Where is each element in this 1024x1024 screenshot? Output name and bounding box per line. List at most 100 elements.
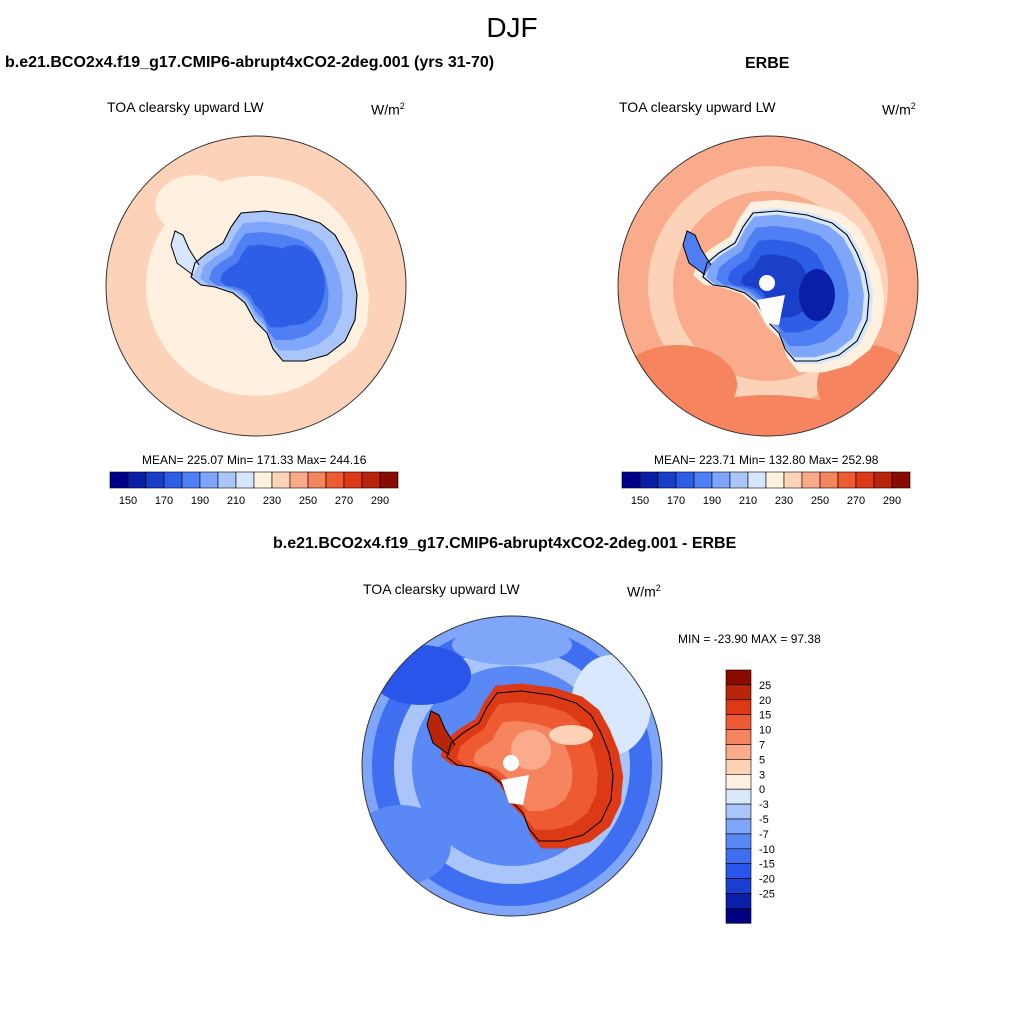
- panel-2-stats: MEAN= 223.71 Min= 132.80 Max= 252.98: [654, 453, 879, 467]
- cb1-box: [325, 471, 345, 489]
- cb3-box: [725, 908, 752, 924]
- cb2-box: [819, 471, 839, 489]
- panel-3-variable: TOA clearsky upward LW: [363, 581, 520, 597]
- cb3-tick-label: 15: [759, 710, 771, 722]
- cb3-box: [725, 684, 752, 701]
- cb1-box: [361, 471, 381, 489]
- cb1-tick-label: 290: [371, 495, 389, 507]
- cb3-box: [725, 818, 752, 835]
- cb1-box: [181, 471, 201, 489]
- cb3-tick-label: 25: [759, 680, 771, 692]
- panel-3-units: W/m2: [627, 583, 661, 600]
- cb1-box: [235, 471, 255, 489]
- cb3-tick-label: 3: [759, 769, 765, 781]
- missing-data-pole: [759, 275, 775, 291]
- cb2-tick-label: 290: [883, 495, 901, 507]
- panel-1-variable: TOA clearsky upward LW: [107, 99, 264, 115]
- panel-1-polar-map: [105, 135, 407, 437]
- ocean-anomaly: [155, 175, 235, 235]
- cb2-box: [729, 471, 749, 489]
- interior-band: [265, 245, 325, 325]
- cb2-tick-label: 230: [775, 495, 793, 507]
- cb3-box: [725, 788, 752, 805]
- cb1-tick-label: 210: [227, 495, 245, 507]
- cb3-tick-label: -25: [759, 889, 775, 901]
- cb3-tick-label: 7: [759, 740, 765, 752]
- cb2-box: [711, 471, 731, 489]
- cb3-tick-label: -15: [759, 859, 775, 871]
- cb2-box: [639, 471, 659, 489]
- cb2-box: [855, 471, 875, 489]
- map-boundary: [105, 135, 407, 437]
- panel-2-polar-map: [617, 135, 919, 437]
- interior-band: [799, 269, 835, 321]
- cb3-tick-label: 20: [759, 695, 771, 707]
- cb2-tick-label: 250: [811, 495, 829, 507]
- cb1-box: [127, 471, 147, 489]
- ocean-anomaly: [371, 645, 471, 705]
- cb2-tick-label: 190: [703, 495, 721, 507]
- cb2-box: [747, 471, 767, 489]
- peninsula-coastline: [170, 230, 200, 276]
- cb1-box: [289, 471, 309, 489]
- cb3-tick-label: 5: [759, 754, 765, 766]
- cb3-box: [725, 714, 752, 730]
- cb1-tick-label: 270: [335, 495, 353, 507]
- antarctica-coastline: [446, 690, 614, 842]
- panel-1-title: b.e21.BCO2x4.f19_g17.CMIP6-abrupt4xCO2-2…: [5, 54, 495, 71]
- panel-2-title: ERBE: [745, 55, 790, 72]
- panel-3-stats: MIN = -23.90 MAX = 97.38: [678, 632, 821, 646]
- cb3-box: [725, 759, 752, 775]
- contour-band: [740, 254, 811, 318]
- peninsula-band: [171, 231, 199, 275]
- cb1-box: [145, 471, 165, 489]
- cb3-box: [725, 669, 752, 686]
- cb1-box: [109, 471, 129, 489]
- cb1-box: [307, 471, 327, 489]
- cb3-tick-label: -7: [759, 829, 769, 841]
- cb2-tick-label: 270: [847, 495, 865, 507]
- cb3-box: [725, 699, 752, 715]
- cb1-box: [271, 471, 291, 489]
- cb3-tick-label: 10: [759, 725, 771, 737]
- ocean-anomaly: [678, 395, 858, 436]
- cb2-box: [873, 471, 893, 489]
- ocean-anomaly: [362, 805, 451, 885]
- panel-3-colorbar: 25 20 15 10 7 5 3 0 -3 -5 -7 -10 -15 -20 -25: [725, 669, 775, 924]
- cb1-tick-label: 230: [263, 495, 281, 507]
- page-title: DJF: [486, 12, 538, 43]
- panel-3-polar-map: [361, 615, 663, 917]
- interior-band: [549, 725, 593, 745]
- cb2-box: [675, 471, 695, 489]
- cb2-box: [801, 471, 821, 489]
- cb3-box: [725, 848, 752, 865]
- cb3-box: [725, 878, 752, 894]
- cb3-box: [725, 774, 752, 790]
- cb2-box: [621, 471, 641, 489]
- cb3-tick-label: -5: [759, 814, 769, 826]
- cb3-box: [725, 744, 752, 760]
- cb1-box: [343, 471, 363, 489]
- peninsula-band: [427, 711, 455, 755]
- cb2-box: [693, 471, 713, 489]
- cb3-box: [725, 729, 752, 745]
- missing-data-region: [757, 295, 785, 325]
- cb2-box: [657, 471, 677, 489]
- cb1-tick-label: 250: [299, 495, 317, 507]
- cb3-box: [725, 833, 752, 850]
- cb3-tick-label: -3: [759, 799, 769, 811]
- cb3-box: [725, 863, 752, 879]
- cb3-tick-label: -10: [759, 844, 775, 856]
- cb1-box: [163, 471, 183, 489]
- cb1-box: [199, 471, 219, 489]
- cb2-tick-label: 170: [667, 495, 685, 507]
- panel-2-variable: TOA clearsky upward LW: [619, 99, 776, 115]
- peninsula-band: [683, 231, 711, 275]
- cb2-box: [783, 471, 803, 489]
- cb3-tick-label: -20: [759, 874, 775, 886]
- panel-2-units: W/m2: [882, 101, 916, 118]
- cb3-box: [725, 893, 752, 909]
- peninsula-coastline: [426, 710, 456, 756]
- panel-1-units: W/m2: [371, 101, 405, 118]
- cb2-tick-label: 210: [739, 495, 757, 507]
